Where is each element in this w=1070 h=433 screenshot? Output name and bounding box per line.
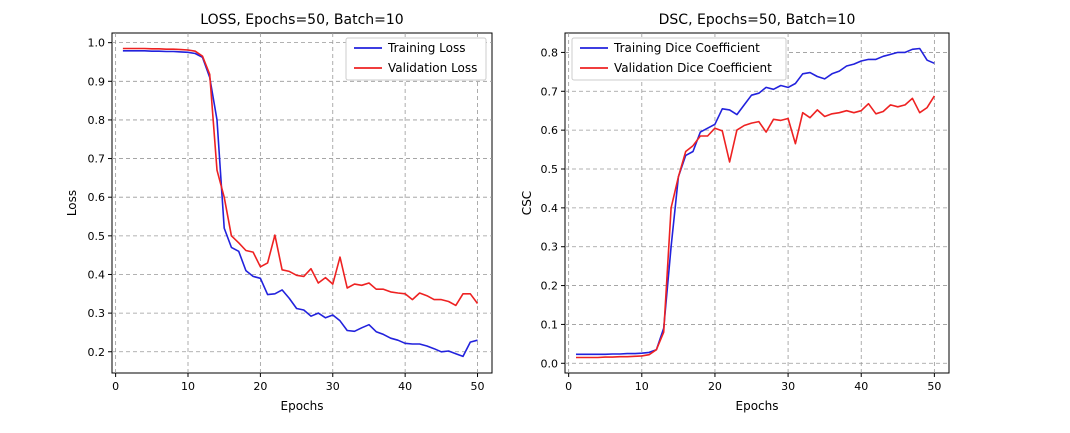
dsc-y-tick-label: 0.6 — [541, 124, 559, 137]
dsc-y-tick-label: 0.0 — [541, 357, 559, 370]
dsc-legend: Training Dice Coefficient Validation Dic… — [571, 37, 787, 81]
loss-legend: Training Loss Validation Loss — [345, 37, 487, 81]
loss-x-axis-label: Epochs — [281, 399, 324, 413]
loss-legend-label-validation: Validation Loss — [388, 61, 477, 75]
loss-y-tick-label: 0.6 — [88, 191, 106, 204]
dsc-series-lines — [576, 47, 936, 359]
loss-x-tick-label: 0 — [112, 380, 119, 393]
dsc-series-line-training — [576, 47, 935, 356]
dsc-axis-ticks: 0 10 20 30 40 50 0.0 0.1 0.2 0.3 0.4 0.5 0.6 0.7 0.8 — [541, 46, 942, 393]
dsc-legend-label-training: Training Dice Coefficient — [613, 41, 760, 55]
loss-y-axis-label: Loss — [65, 190, 79, 216]
dsc-chart: 0 10 20 30 40 50 0.0 0.1 0.2 0.3 0.4 0.5 0.6 0.7 0.8 D… — [520, 12, 950, 413]
loss-series-lines — [122, 47, 479, 358]
dsc-x-tick-label: 20 — [708, 380, 722, 393]
dsc-y-tick-label: 0.8 — [541, 46, 559, 59]
dsc-y-tick-label: 0.4 — [541, 202, 559, 215]
loss-y-tick-label: 0.9 — [88, 75, 106, 88]
loss-y-tick-label: 0.3 — [88, 307, 106, 320]
loss-y-tick-label: 0.7 — [88, 153, 106, 166]
loss-y-tick-label: 0.2 — [88, 346, 106, 359]
dsc-series-line-validation — [576, 95, 936, 359]
loss-chart-title: LOSS, Epochs=50, Batch=10 — [200, 12, 403, 28]
dsc-x-axis-label: Epochs — [736, 399, 779, 413]
loss-y-tick-label: 1.0 — [88, 37, 106, 50]
dsc-x-tick-label: 40 — [854, 380, 868, 393]
loss-y-tick-label: 0.5 — [88, 230, 106, 243]
loss-legend-label-training: Training Loss — [387, 41, 465, 55]
loss-y-tick-label: 0.8 — [88, 114, 106, 127]
loss-x-tick-label: 50 — [471, 380, 485, 393]
dsc-x-tick-label: 10 — [635, 380, 649, 393]
dsc-x-tick-label: 0 — [565, 380, 572, 393]
dsc-legend-label-validation: Validation Dice Coefficient — [614, 61, 772, 75]
loss-x-tick-label: 20 — [253, 380, 267, 393]
loss-x-tick-label: 30 — [326, 380, 340, 393]
dsc-chart-title: DSC, Epochs=50, Batch=10 — [659, 12, 856, 28]
loss-series-line-training — [122, 49, 478, 358]
dsc-y-tick-label: 0.7 — [541, 85, 559, 98]
dsc-x-tick-label: 30 — [781, 380, 795, 393]
loss-chart: 0 10 20 30 40 50 0.2 0.3 0.4 0.5 0.6 0.7 0.8 0.9 1.0 L… — [65, 12, 493, 413]
dsc-plot-area — [564, 32, 950, 374]
loss-grid — [112, 33, 492, 373]
dsc-x-tick-label: 50 — [927, 380, 941, 393]
loss-plot-area — [111, 32, 493, 374]
loss-axis-ticks: 0 10 20 30 40 50 0.2 0.3 0.4 0.5 0.6 0.7 0.8 0.9 1.0 — [88, 37, 485, 393]
dsc-y-tick-label: 0.3 — [541, 241, 559, 254]
loss-series-line-validation — [122, 47, 479, 307]
loss-x-tick-label: 10 — [181, 380, 195, 393]
dsc-y-tick-label: 0.1 — [541, 318, 559, 331]
dsc-legend-box — [571, 37, 787, 81]
loss-x-tick-label: 40 — [398, 380, 412, 393]
loss-y-tick-label: 0.4 — [88, 268, 106, 281]
dsc-y-axis-label: CSC — [520, 191, 534, 215]
dsc-y-tick-label: 0.5 — [541, 163, 559, 176]
dsc-y-tick-label: 0.2 — [541, 280, 559, 293]
